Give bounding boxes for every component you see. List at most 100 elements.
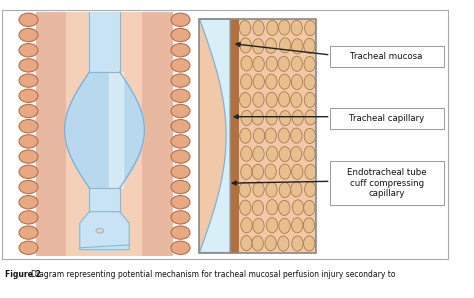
Ellipse shape [171, 13, 190, 27]
Ellipse shape [253, 182, 264, 197]
Ellipse shape [291, 182, 302, 197]
Ellipse shape [19, 44, 38, 57]
Ellipse shape [253, 74, 264, 89]
Ellipse shape [19, 28, 38, 42]
Text: Figure 2: Figure 2 [5, 270, 43, 279]
Ellipse shape [265, 164, 276, 179]
Ellipse shape [252, 164, 264, 179]
Ellipse shape [303, 236, 315, 251]
Ellipse shape [19, 119, 38, 133]
Ellipse shape [171, 119, 190, 133]
Ellipse shape [305, 110, 316, 125]
Ellipse shape [171, 211, 190, 224]
Ellipse shape [280, 38, 291, 53]
Ellipse shape [291, 20, 302, 35]
Ellipse shape [171, 150, 190, 163]
Ellipse shape [292, 110, 303, 125]
Bar [200, 19, 316, 252]
Ellipse shape [304, 38, 315, 53]
Ellipse shape [19, 135, 38, 148]
Ellipse shape [19, 150, 38, 163]
Ellipse shape [291, 92, 302, 108]
Ellipse shape [266, 218, 278, 233]
Ellipse shape [241, 56, 252, 71]
Ellipse shape [279, 218, 290, 233]
Ellipse shape [304, 201, 315, 215]
Ellipse shape [239, 182, 250, 197]
FancyBboxPatch shape [329, 46, 444, 67]
Ellipse shape [279, 200, 290, 215]
Ellipse shape [265, 128, 276, 143]
Text: Tracheal capillary: Tracheal capillary [349, 114, 424, 123]
Bar [200, 19, 316, 252]
Ellipse shape [171, 44, 190, 57]
Ellipse shape [19, 104, 38, 118]
Ellipse shape [19, 180, 38, 194]
Ellipse shape [241, 236, 252, 251]
Ellipse shape [279, 20, 290, 35]
Ellipse shape [240, 200, 251, 215]
Ellipse shape [292, 164, 303, 179]
Ellipse shape [304, 74, 315, 90]
Ellipse shape [241, 74, 252, 89]
Ellipse shape [19, 211, 38, 224]
Ellipse shape [304, 92, 316, 108]
Ellipse shape [291, 56, 302, 71]
Ellipse shape [171, 241, 190, 254]
Ellipse shape [267, 20, 278, 35]
Bar [66, 12, 143, 256]
Ellipse shape [19, 59, 38, 72]
FancyBboxPatch shape [329, 161, 444, 205]
Ellipse shape [305, 21, 316, 36]
Ellipse shape [253, 39, 264, 54]
FancyBboxPatch shape [2, 10, 448, 259]
Ellipse shape [279, 147, 291, 162]
Ellipse shape [171, 165, 190, 179]
Ellipse shape [171, 226, 190, 239]
Ellipse shape [171, 195, 190, 209]
Ellipse shape [19, 226, 38, 239]
Polygon shape [80, 212, 129, 250]
Ellipse shape [239, 92, 251, 108]
Ellipse shape [254, 128, 264, 143]
Ellipse shape [278, 92, 290, 107]
Ellipse shape [278, 128, 290, 143]
Ellipse shape [253, 92, 264, 107]
FancyBboxPatch shape [329, 108, 444, 129]
Ellipse shape [292, 236, 303, 251]
Ellipse shape [253, 146, 264, 162]
Ellipse shape [266, 56, 277, 71]
Ellipse shape [171, 59, 190, 72]
Ellipse shape [253, 57, 264, 72]
Text: Diagram representing potential mechanism for tracheal mucosal perfusion injury s: Diagram representing potential mechanism… [31, 270, 396, 279]
Ellipse shape [171, 74, 190, 87]
Ellipse shape [240, 128, 251, 143]
Ellipse shape [19, 89, 38, 103]
Ellipse shape [303, 218, 315, 233]
Ellipse shape [19, 195, 38, 209]
Ellipse shape [266, 200, 278, 215]
Ellipse shape [305, 182, 316, 197]
Ellipse shape [304, 128, 316, 144]
Ellipse shape [19, 13, 38, 27]
Ellipse shape [265, 236, 276, 251]
Ellipse shape [241, 110, 252, 125]
Ellipse shape [305, 164, 316, 179]
Ellipse shape [252, 200, 264, 215]
Ellipse shape [279, 182, 291, 198]
Ellipse shape [96, 228, 103, 233]
Ellipse shape [280, 111, 291, 126]
Ellipse shape [171, 104, 190, 118]
Ellipse shape [265, 38, 276, 53]
Ellipse shape [291, 128, 302, 143]
Ellipse shape [171, 180, 190, 194]
Ellipse shape [278, 56, 289, 71]
Polygon shape [200, 19, 230, 252]
Ellipse shape [171, 135, 190, 148]
Ellipse shape [304, 57, 315, 72]
Ellipse shape [19, 165, 38, 179]
Text: Tracheal mucosa: Tracheal mucosa [350, 52, 423, 61]
Bar [36, 12, 173, 256]
Ellipse shape [171, 28, 190, 42]
Ellipse shape [304, 146, 315, 161]
